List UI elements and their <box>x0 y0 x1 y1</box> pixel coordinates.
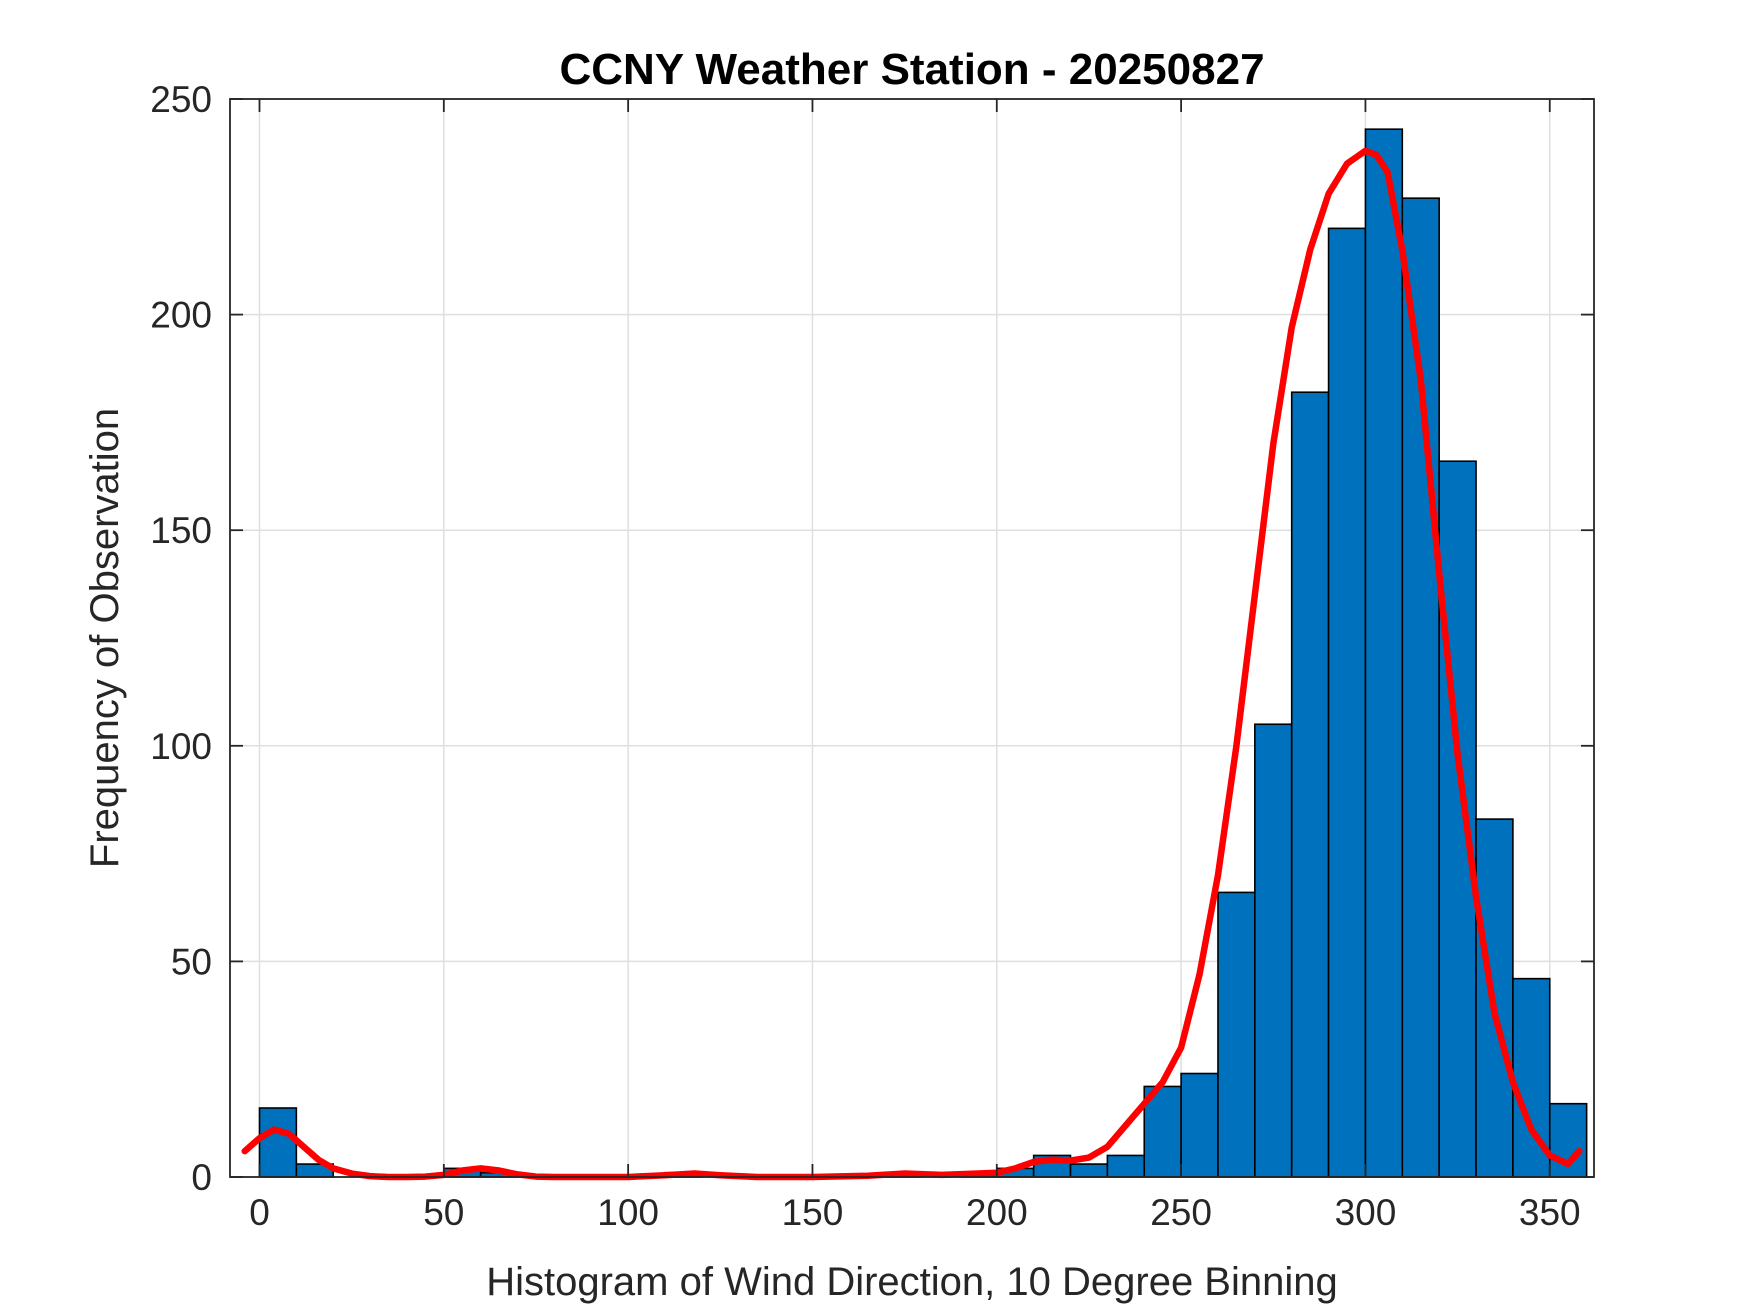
histogram-bar <box>1106 1154 1146 1178</box>
histogram-bar <box>1180 1072 1219 1178</box>
histogram-bar <box>1290 391 1330 1178</box>
y-tick-label: 200 <box>150 295 212 336</box>
x-tick-label: 0 <box>249 1192 270 1233</box>
axes-box <box>229 98 1595 1178</box>
x-tick-labels: 0 50 100 150 200 250 300 350 <box>249 1192 1580 1233</box>
x-axis-label: Histogram of Wind Direction, 10 Degree B… <box>486 1260 1338 1304</box>
x-tick-label: 300 <box>1335 1192 1397 1233</box>
x-tick-label: 200 <box>966 1192 1028 1233</box>
y-tick-label: 150 <box>150 510 212 551</box>
x-tick-label: 250 <box>1150 1192 1212 1233</box>
histogram-bar <box>1069 1163 1109 1178</box>
histogram-bar <box>1254 723 1293 1178</box>
histogram-bar <box>1512 977 1551 1178</box>
y-tick-label: 50 <box>171 941 212 982</box>
histogram-bar <box>1401 197 1440 1178</box>
x-tick-label: 100 <box>597 1192 659 1233</box>
histogram-bar <box>258 1107 298 1178</box>
histogram-bar <box>1364 128 1404 1178</box>
chart-title: CCNY Weather Station - 20250827 <box>559 45 1264 94</box>
y-tick-labels: 0 50 100 150 200 250 <box>150 79 212 1198</box>
y-tick-label: 100 <box>150 726 212 767</box>
tick-marks <box>230 98 1594 1178</box>
histogram-bar <box>1438 460 1477 1178</box>
x-tick-label: 150 <box>782 1192 844 1233</box>
x-tick-label: 350 <box>1519 1192 1581 1233</box>
y-axis-label: Frequency of Observation <box>83 408 127 868</box>
y-tick-label: 250 <box>150 79 212 120</box>
histogram-bar <box>1217 891 1256 1178</box>
y-tick-label: 0 <box>191 1157 212 1198</box>
histogram-bar <box>1327 227 1367 1178</box>
x-tick-label: 50 <box>423 1192 464 1233</box>
histogram-bars <box>258 128 1588 1178</box>
